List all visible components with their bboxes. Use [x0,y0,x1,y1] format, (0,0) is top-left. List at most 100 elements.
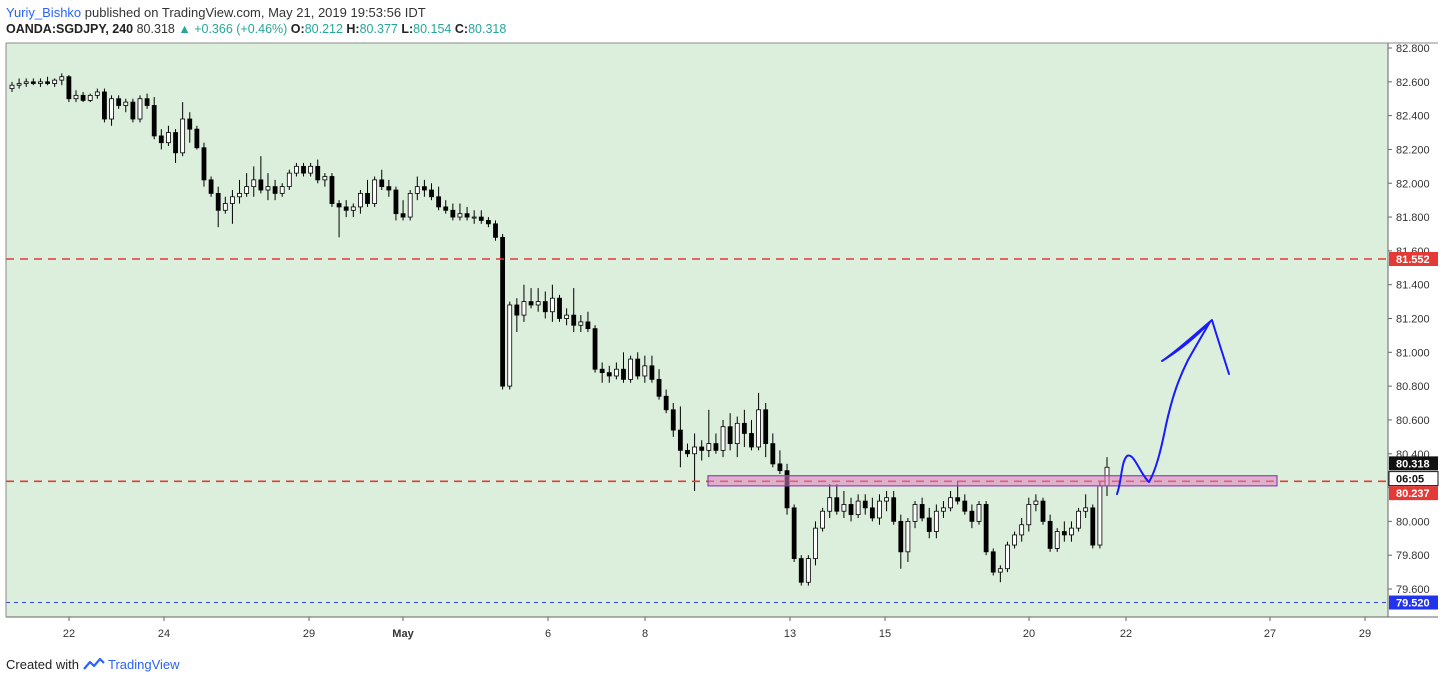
candle-body [571,314,577,326]
candle-body [208,179,214,194]
candle-body [770,443,776,465]
last-price: 80.318 [136,22,175,36]
candle [230,190,235,224]
candle [613,362,619,380]
candle-body [222,203,228,211]
candle [180,102,186,157]
candle [514,298,520,333]
candle-body [585,321,591,330]
candle-body [386,186,392,191]
candle-body [805,558,811,583]
price-labels: 81.552 80.318 06:05 80.237 79.520 [1388,251,1439,610]
open-value: 80.212 [304,22,343,36]
candle-body [1054,531,1060,549]
close-value: 80.318 [468,22,507,36]
candle-body [379,179,385,188]
candle-body [123,101,129,106]
candle [322,173,328,187]
support-zone[interactable] [707,475,1278,487]
candle-body [777,463,783,472]
candle-body [848,504,854,516]
candle-body [365,192,370,204]
candle [379,169,385,191]
x-tick-label: 24 [158,628,170,640]
symbol-label: OANDA:SGDJPY, 240 [6,22,134,36]
y-tick-label: 81.800 [1396,212,1430,224]
candle-body [677,429,683,451]
candle [1054,528,1060,552]
candle [777,450,783,475]
candle-body [1090,507,1096,546]
footer: Created with TradingView [6,657,180,674]
candle-body [493,223,498,238]
price-change: +0.366 (+0.46%) [194,22,288,36]
candle [592,325,598,373]
candle [485,217,491,228]
candle [642,355,648,383]
candle-body [549,297,555,313]
candle-body [201,147,207,181]
candle [791,504,797,562]
y-tick-label: 82.400 [1396,111,1430,123]
candle [329,173,335,207]
candle [521,284,527,322]
candle-body [23,81,29,84]
candle [23,78,29,87]
candle [1069,521,1074,542]
candle [258,156,264,194]
candle [400,200,406,221]
candle-body [1026,504,1032,526]
candle-body [990,551,996,573]
time-axis[interactable]: 22 24 29 May 6 8 13 15 20 22 27 29 [63,617,1371,640]
candle [976,501,982,525]
candle-body [59,76,65,81]
candle [941,501,946,518]
candle-body [237,192,242,198]
x-tick-label: 29 [303,628,315,640]
candle [926,507,932,539]
forecast-drawing[interactable] [1116,319,1230,495]
candle-body [393,189,399,215]
candle-body [592,328,598,370]
tradingview-brand[interactable]: TradingView [108,657,180,672]
candle [1019,517,1025,542]
y-tick-label: 81.200 [1396,314,1430,326]
candle [407,190,413,221]
y-tick-label: 81.400 [1396,280,1430,292]
candle-body [955,497,961,502]
created-with-text: Created with [6,657,79,672]
candle-body [187,118,193,130]
candle [457,203,463,221]
candle [969,504,975,529]
candle-body [1061,531,1067,536]
low-label: L: [401,22,414,36]
candle-body [158,135,164,144]
x-tick-label: 13 [784,628,796,640]
candle [464,206,470,221]
price-axis[interactable]: 82.80082.60082.40082.20082.00081.80081.6… [1388,43,1430,596]
candle-body [151,105,157,137]
candle [414,176,420,201]
candle [571,288,577,333]
candle [286,169,292,191]
candle-body [784,470,790,509]
candle-body [45,81,50,84]
candle [528,288,534,309]
candle [422,179,427,197]
candle [670,403,676,437]
candle [151,97,157,140]
candle-body [400,213,406,218]
x-tick-label: 29 [1359,628,1371,640]
candle-body [436,196,442,208]
candle [983,501,989,556]
x-tick-label: 20 [1023,628,1035,640]
x-tick-label: 6 [545,628,551,640]
candle-body [834,497,840,512]
candle-body [578,321,584,326]
candle-body [16,83,22,86]
candle [805,555,811,586]
author-link[interactable]: Yuriy_Bishko [6,5,82,20]
candle [621,352,626,383]
candle-body [791,507,797,559]
